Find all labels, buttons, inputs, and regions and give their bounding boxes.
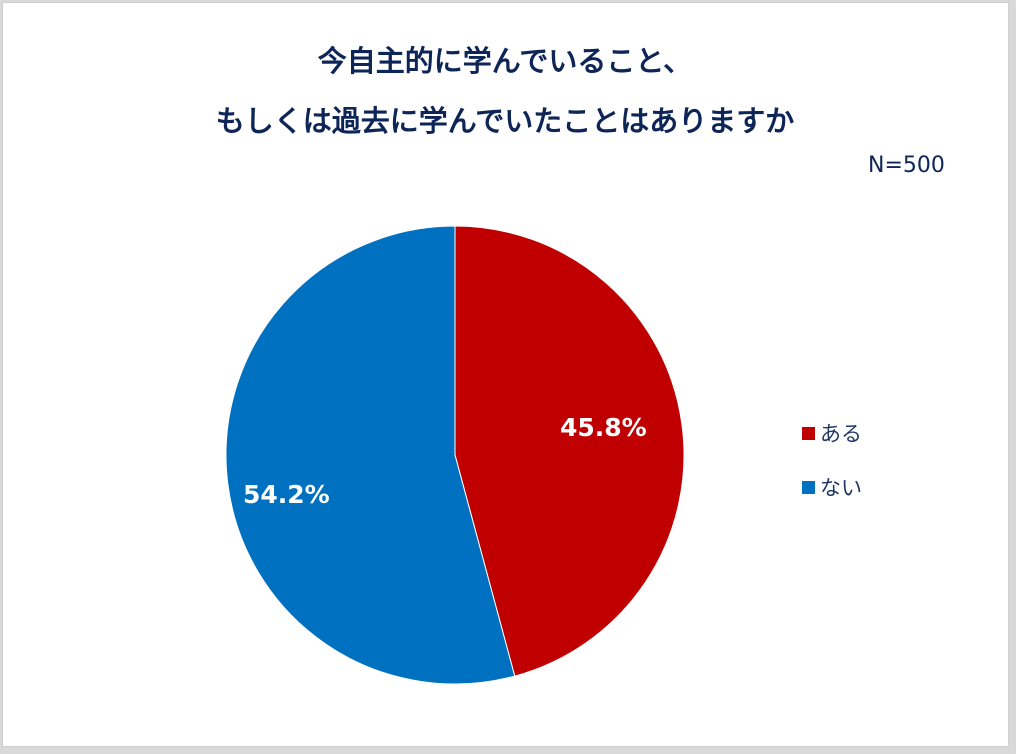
data-label-aru: 45.8% xyxy=(560,413,647,442)
legend-swatch-aru xyxy=(802,426,815,440)
legend-swatch-nai xyxy=(802,480,815,494)
pie-slice-aru[interactable] xyxy=(454,225,685,677)
chart-title-line-2: もしくは過去に学んでいたことはありますか xyxy=(215,104,795,138)
data-label-nai: 54.2% xyxy=(243,480,330,509)
pie-slice-nai[interactable] xyxy=(225,225,516,685)
legend-item-aru[interactable]: ある xyxy=(802,418,862,448)
legend-label-aru: ある xyxy=(820,422,862,446)
legend-item-nai[interactable]: ない xyxy=(802,472,862,502)
legend: ある ない xyxy=(802,418,862,526)
legend-label-nai: ない xyxy=(820,476,862,500)
sample-size-label: N=500 xyxy=(868,153,945,178)
chart-title-line-1: 今自主的に学んでいること、 xyxy=(317,44,693,78)
